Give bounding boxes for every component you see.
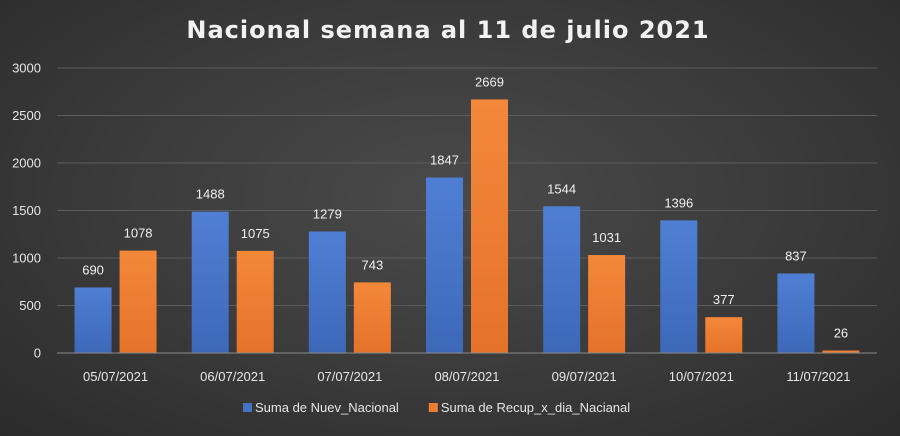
bar-recup (236, 250, 274, 353)
bars (74, 99, 860, 353)
bar-nuev (543, 206, 581, 353)
y-tick-label: 0 (34, 346, 41, 361)
y-tick-label: 1500 (12, 203, 41, 218)
bar-nuev (74, 287, 112, 353)
y-tick-label: 3000 (12, 61, 41, 76)
x-tick-label: 10/07/2021 (669, 369, 734, 384)
bar-recup (471, 99, 508, 353)
bar-nuev (308, 231, 346, 353)
bar-recup (705, 317, 743, 353)
y-tick-label: 1000 (12, 251, 41, 266)
x-tick-label: 05/07/2021 (83, 369, 148, 384)
legend-label: Suma de Recup_x_dia_Nacianal (441, 400, 630, 415)
legend-swatch (243, 403, 252, 412)
x-tick-label: 09/07/2021 (552, 369, 617, 384)
y-tick-label: 500 (19, 298, 41, 313)
data-label: 26 (834, 326, 848, 341)
x-tick-label: 07/07/2021 (317, 369, 382, 384)
bar-nuev (426, 177, 463, 353)
data-label: 690 (82, 262, 104, 277)
chart-title: Nacional semana al 11 de julio 2021 (186, 16, 709, 44)
y-tick-label: 2000 (12, 156, 41, 171)
data-label: 377 (713, 292, 735, 307)
bar-nuev (777, 273, 815, 353)
x-axis-ticks: 05/07/2021 06/07/2021 07/07/2021 08/07/2021… (83, 369, 850, 384)
data-label: 2669 (475, 74, 504, 89)
data-label: 1078 (124, 226, 153, 241)
bar-nuev (191, 211, 229, 353)
bar-nuev (660, 220, 698, 353)
bar-recup (119, 250, 157, 353)
y-axis-ticks: 0 500 1000 1500 2000 2500 3000 (12, 61, 41, 361)
data-label: 1031 (592, 230, 621, 245)
data-label: 1396 (664, 195, 693, 210)
data-label: 1488 (196, 187, 225, 202)
legend: Suma de Nuev_Nacional Suma de Recup_x_dia… (243, 400, 630, 415)
x-tick-label: 08/07/2021 (434, 369, 499, 384)
legend-label: Suma de Nuev_Nacional (255, 400, 399, 415)
bar-labels: 690 1078 1488 1075 1279 743 1847 2669 1544 1031 13… (82, 74, 848, 340)
x-tick-label: 11/07/2021 (786, 369, 850, 384)
data-label: 1075 (241, 226, 270, 241)
data-label: 743 (362, 257, 384, 272)
bar-recup (822, 350, 860, 353)
y-tick-label: 2500 (12, 108, 41, 123)
x-tick-label: 06/07/2021 (200, 369, 265, 384)
bar-recup (588, 255, 626, 353)
data-label: 1847 (430, 153, 459, 168)
legend-swatch (428, 403, 438, 412)
data-label: 1279 (313, 206, 342, 221)
data-label: 1544 (547, 181, 576, 196)
bar-recup (353, 282, 391, 353)
gridlines (57, 67, 877, 306)
data-label: 837 (785, 248, 807, 263)
